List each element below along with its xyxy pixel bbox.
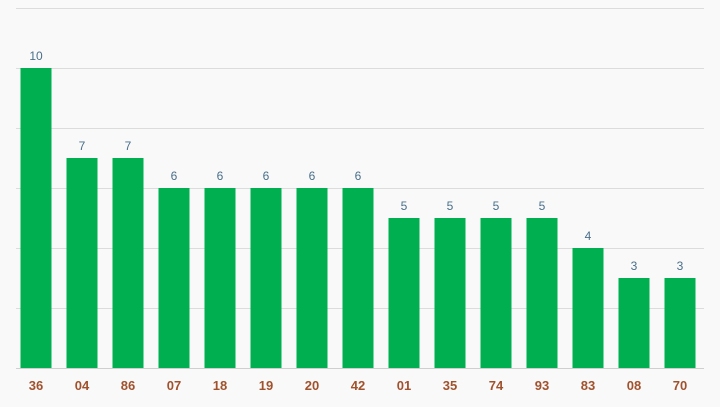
value-label-35: 5 — [447, 199, 454, 213]
bar-35 — [434, 218, 466, 368]
value-label-86: 7 — [125, 139, 132, 153]
category-label-74: 74 — [489, 378, 504, 393]
value-label-93: 5 — [539, 199, 546, 213]
value-label-04: 7 — [79, 139, 86, 153]
bar-04 — [66, 158, 98, 368]
value-label-18: 6 — [217, 169, 224, 183]
category-label-01: 01 — [397, 378, 411, 393]
category-label-04: 04 — [75, 378, 90, 393]
value-label-01: 5 — [401, 199, 408, 213]
bar-70 — [664, 278, 696, 368]
value-label-74: 5 — [493, 199, 500, 213]
value-label-07: 6 — [171, 169, 178, 183]
category-label-83: 83 — [581, 378, 595, 393]
category-label-42: 42 — [351, 378, 365, 393]
bar-42 — [342, 188, 374, 368]
value-label-70: 3 — [677, 259, 684, 273]
category-label-layer: 36 04 86 07 18 19 20 42 01 35 74 93 83 08 70 — [29, 378, 687, 393]
bar-83 — [572, 248, 604, 368]
category-label-20: 20 — [305, 378, 319, 393]
bar-07 — [158, 188, 190, 368]
category-label-70: 70 — [673, 378, 687, 393]
value-label-08: 3 — [631, 259, 638, 273]
value-label-19: 6 — [263, 169, 270, 183]
category-label-19: 19 — [259, 378, 273, 393]
bar-86 — [112, 158, 144, 368]
value-label-20: 6 — [309, 169, 316, 183]
category-label-35: 35 — [443, 378, 457, 393]
bar-18 — [204, 188, 236, 368]
bar-19 — [250, 188, 282, 368]
bar-36 — [20, 68, 52, 368]
bar-93 — [526, 218, 558, 368]
bar-08 — [618, 278, 650, 368]
value-label-42: 6 — [355, 169, 362, 183]
value-label-83: 4 — [585, 229, 592, 243]
bar-layer — [20, 68, 696, 368]
category-label-07: 07 — [167, 378, 181, 393]
value-label-layer: 10 7 7 6 6 6 6 6 5 5 5 5 4 3 3 — [29, 49, 683, 273]
bar-01 — [388, 218, 420, 368]
category-label-93: 93 — [535, 378, 549, 393]
value-label-36: 10 — [29, 49, 43, 63]
category-label-08: 08 — [627, 378, 641, 393]
category-label-36: 36 — [29, 378, 43, 393]
bar-74 — [480, 218, 512, 368]
category-label-18: 18 — [213, 378, 227, 393]
category-label-86: 86 — [121, 378, 135, 393]
bar-20 — [296, 188, 328, 368]
